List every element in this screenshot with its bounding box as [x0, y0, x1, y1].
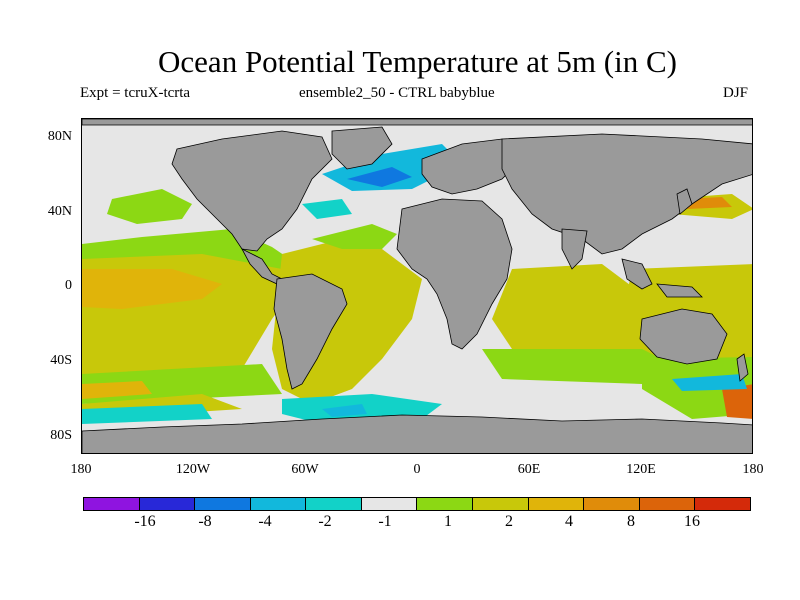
lon-tick-label: 180 [742, 462, 764, 477]
lat-tick-label: 80S [50, 428, 72, 443]
colorbar-swatch [84, 498, 140, 510]
cool-region [302, 199, 352, 219]
land-masses [82, 119, 752, 453]
colorbar-label: -4 [258, 513, 272, 530]
lat-tick-label: 40N [47, 204, 72, 219]
colorbar-label: 2 [505, 513, 513, 530]
ensemble-label: ensemble2_50 - CTRL babyblue [299, 85, 495, 101]
colorbar-swatch [584, 498, 640, 510]
warm-region [82, 269, 222, 309]
new-zealand [736, 353, 749, 382]
cool-region [672, 374, 747, 391]
colorbar-swatch [250, 498, 307, 510]
colorbar-label: 1 [444, 513, 452, 530]
north-america [171, 130, 333, 252]
colorbar-swatch [528, 498, 585, 510]
colorbar-label: -8 [198, 513, 212, 530]
lat-tick-label: 40S [50, 353, 72, 368]
lon-tick-label: 120W [175, 462, 211, 477]
experiment-label: Expt = tcruX-tcrta [80, 85, 191, 101]
lon-tick-label: 60W [291, 462, 319, 477]
colorbar-swatch [306, 498, 362, 510]
lon-tick-label: 120E [626, 462, 656, 477]
colorbar-label: -16 [134, 513, 156, 530]
greenland [331, 126, 393, 170]
colorbar-label: 8 [627, 513, 635, 530]
asia [501, 133, 752, 255]
indonesia [656, 283, 703, 298]
warm-region [312, 224, 397, 249]
cool-region [82, 404, 212, 424]
colorbar-swatch [417, 498, 474, 510]
arctic-edge [82, 119, 752, 126]
africa [396, 198, 513, 350]
colorbar-label: 16 [684, 513, 700, 530]
colorbar-label: 4 [565, 513, 573, 530]
plot-title: Ocean Potential Temperature at 5m (in C) [158, 44, 677, 79]
india [561, 228, 588, 270]
colorbar [83, 497, 751, 511]
lat-tick-label: 0 [65, 278, 72, 293]
australia [639, 308, 728, 365]
warm-region [107, 189, 192, 224]
cool-region [322, 404, 367, 417]
season-label: DJF [723, 85, 749, 101]
colorbar-swatch [639, 498, 696, 510]
colorbar-label: -1 [378, 513, 392, 530]
colorbar-swatch [139, 498, 196, 510]
japan [676, 188, 693, 215]
colorbar-swatch [695, 498, 750, 510]
south-america [273, 273, 348, 390]
warm-region [82, 381, 152, 399]
lat-tick-label: 80N [47, 129, 72, 144]
colorbar-swatch [473, 498, 529, 510]
map-svg [82, 119, 752, 453]
map-plot-area [81, 118, 753, 454]
europe [421, 138, 523, 195]
lon-tick-label: 0 [413, 462, 421, 477]
antarctica [82, 414, 752, 453]
warm-region [482, 349, 682, 384]
warm-region [722, 384, 752, 419]
colorbar-swatch [361, 498, 418, 510]
lon-tick-label: 180 [70, 462, 92, 477]
cool-region [347, 167, 412, 187]
colorbar-label: -2 [318, 513, 332, 530]
lon-tick-label: 60E [517, 462, 541, 477]
colorbar-swatch [195, 498, 251, 510]
warm-region [492, 264, 652, 369]
southeast-asia [621, 258, 653, 290]
